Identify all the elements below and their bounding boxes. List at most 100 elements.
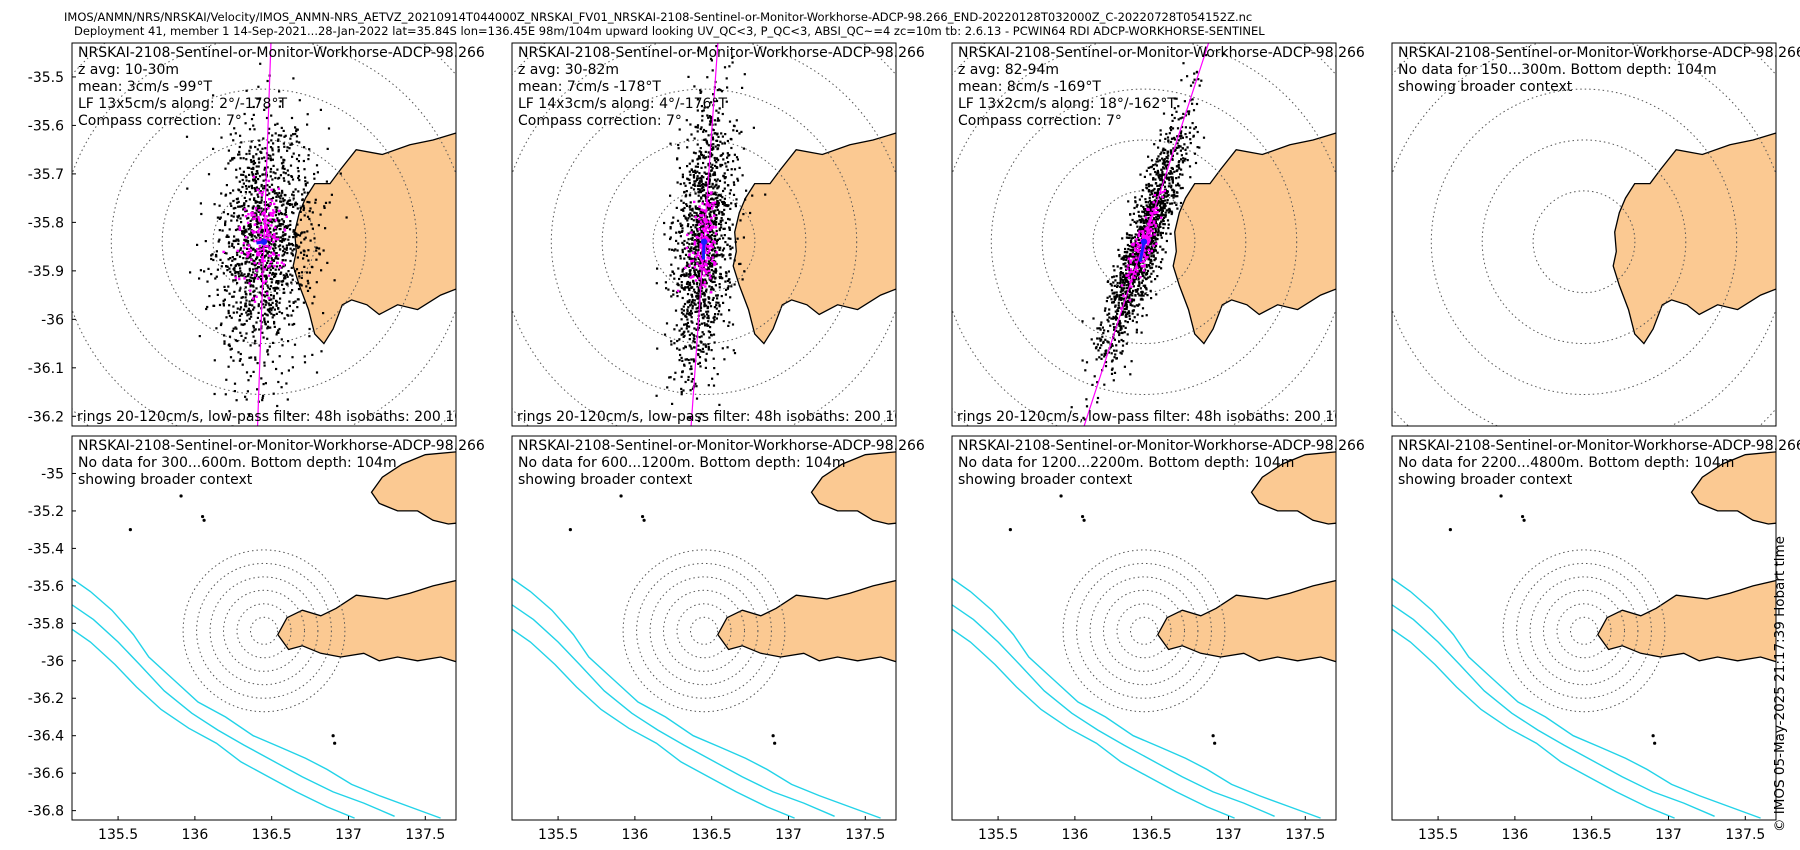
velocity-point <box>708 222 711 225</box>
velocity-point <box>308 201 311 204</box>
velocity-point <box>264 173 267 176</box>
velocity-point <box>655 394 658 397</box>
lowpass-point <box>1142 265 1145 268</box>
velocity-point <box>710 349 713 352</box>
lowpass-point <box>702 236 705 240</box>
velocity-point <box>693 291 697 294</box>
velocity-point <box>238 150 241 153</box>
velocity-point <box>1172 147 1175 150</box>
velocity-point <box>1196 146 1199 149</box>
y-tick-label: -36 <box>41 312 64 328</box>
velocity-point <box>306 230 309 233</box>
velocity-point <box>288 235 291 238</box>
velocity-point <box>215 275 218 278</box>
velocity-point <box>680 393 683 396</box>
velocity-point <box>1145 169 1148 172</box>
velocity-point <box>1143 256 1146 259</box>
velocity-point <box>713 193 716 196</box>
velocity-point <box>284 134 287 137</box>
velocity-point <box>679 222 682 225</box>
velocity-point <box>689 123 692 126</box>
velocity-point <box>242 323 245 326</box>
velocity-point <box>315 164 319 167</box>
velocity-point <box>219 216 222 219</box>
velocity-point <box>268 192 271 195</box>
velocity-point <box>238 180 241 183</box>
panel-info-line-2: showing broader context <box>518 472 693 488</box>
kangaroo-island-land <box>1612 132 1776 345</box>
velocity-point <box>310 223 313 226</box>
velocity-point <box>252 156 255 159</box>
velocity-point <box>688 213 691 216</box>
velocity-point <box>1110 289 1114 292</box>
velocity-point <box>1134 233 1137 236</box>
velocity-point <box>718 210 721 213</box>
velocity-point <box>716 89 719 92</box>
velocity-point <box>1177 183 1180 187</box>
velocity-point <box>1150 165 1153 168</box>
velocity-point <box>274 172 277 175</box>
panel-plot-area: rings 20-120cm/s, low-pass filter: 48h i… <box>952 43 1336 426</box>
velocity-point <box>237 216 240 219</box>
velocity-point <box>276 219 279 222</box>
lowpass-point <box>242 241 246 245</box>
velocity-point <box>713 212 716 215</box>
lowpass-point <box>266 245 269 248</box>
velocity-point <box>303 355 306 358</box>
velocity-point <box>280 280 283 283</box>
velocity-point <box>1169 170 1172 173</box>
velocity-point <box>689 368 692 371</box>
velocity-point <box>1161 149 1164 152</box>
velocity-point <box>1164 192 1167 195</box>
velocity-point <box>281 218 284 221</box>
panel-info-line-2: showing broader context <box>78 472 253 488</box>
velocity-point <box>736 179 740 182</box>
velocity-point <box>1158 159 1162 162</box>
velocity-point <box>707 268 711 271</box>
velocity-point <box>1156 184 1159 187</box>
velocity-point <box>703 322 706 325</box>
velocity-point <box>236 197 239 200</box>
velocity-point <box>285 246 288 250</box>
lowpass-point <box>698 217 701 221</box>
velocity-point <box>719 273 722 276</box>
velocity-point <box>277 331 280 334</box>
velocity-point <box>277 268 280 271</box>
velocity-point <box>685 273 688 276</box>
velocity-point <box>728 228 731 231</box>
velocity-point <box>282 234 285 237</box>
velocity-point <box>715 307 718 310</box>
velocity-point <box>243 206 246 209</box>
velocity-point <box>198 277 201 280</box>
velocity-point <box>706 76 709 79</box>
velocity-point <box>234 275 237 278</box>
lowpass-point <box>700 233 703 236</box>
velocity-point <box>281 191 284 194</box>
lowpass-point <box>693 241 697 244</box>
velocity-point <box>249 279 253 282</box>
lowpass-point <box>1120 284 1124 287</box>
velocity-point <box>681 370 684 373</box>
velocity-point <box>711 298 714 301</box>
velocity-point <box>303 265 306 268</box>
velocity-point <box>744 198 747 201</box>
velocity-point <box>698 323 701 326</box>
velocity-point <box>715 242 718 245</box>
islet <box>333 741 337 745</box>
velocity-point <box>291 254 295 257</box>
velocity-point <box>689 248 692 251</box>
velocity-point <box>271 134 274 137</box>
velocity-point <box>709 152 713 155</box>
velocity-point <box>240 221 243 224</box>
velocity-point <box>693 341 696 344</box>
velocity-point <box>709 202 712 205</box>
velocity-point <box>711 163 714 166</box>
velocity-point <box>251 284 254 287</box>
velocity-point <box>693 271 696 274</box>
velocity-ring-120 <box>622 549 786 713</box>
velocity-point <box>692 174 695 177</box>
velocity-point <box>278 355 281 358</box>
velocity-point <box>296 256 299 259</box>
velocity-point <box>1163 194 1166 197</box>
lowpass-point <box>260 273 264 276</box>
